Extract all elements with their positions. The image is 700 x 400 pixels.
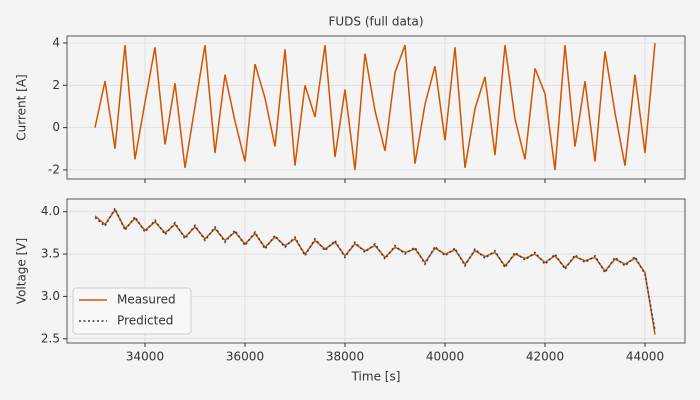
x-tick-label: 34000 xyxy=(126,350,164,364)
x-tick-label: 44000 xyxy=(626,350,664,364)
x-axis-label: Time [s] xyxy=(351,370,401,384)
y-tick-label: 2.5 xyxy=(41,331,60,345)
x-tick-label: 36000 xyxy=(226,350,264,364)
chart-title: FUDS (full data) xyxy=(328,15,423,29)
x-tick-label: 38000 xyxy=(326,350,364,364)
y-axis-label: Current [A] xyxy=(15,74,29,140)
x-tick-label: 42000 xyxy=(526,350,564,364)
legend-label: Measured xyxy=(117,293,176,307)
y-tick-label: -2 xyxy=(48,162,60,176)
y-tick-label: 0 xyxy=(52,120,60,134)
y-tick-label: 2 xyxy=(52,78,60,92)
y-tick-label: 3.0 xyxy=(41,289,60,303)
y-tick-label: 4 xyxy=(52,35,60,49)
legend-label: Predicted xyxy=(117,314,173,328)
data-line xyxy=(94,206,656,331)
y-axis-label: Voltage [V] xyxy=(15,238,29,304)
axes-frame xyxy=(66,35,686,180)
y-tick-label: 4.0 xyxy=(41,204,60,218)
data-line xyxy=(94,42,656,170)
axes-frame xyxy=(66,198,686,344)
x-tick-label: 40000 xyxy=(426,350,464,364)
y-tick-label: 3.5 xyxy=(41,247,60,261)
